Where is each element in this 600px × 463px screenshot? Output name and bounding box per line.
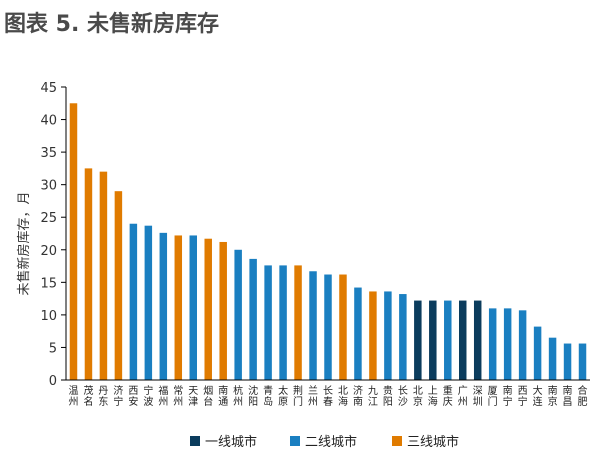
bar-上海 — [429, 300, 437, 380]
bar-烟台 — [204, 238, 212, 380]
bar-丹东 — [99, 171, 108, 380]
x-tick-label: 上海 — [428, 385, 438, 408]
legend-swatch — [392, 436, 402, 446]
x-tick-label: 北京 — [413, 385, 423, 408]
x-tick-label: 丹东 — [98, 385, 108, 408]
x-tick-label: 太原 — [278, 384, 288, 408]
x-tick-label: 九江 — [368, 385, 378, 408]
bar-杭州 — [234, 249, 242, 380]
x-tick-label: 重庆 — [443, 384, 453, 408]
bar-大连 — [533, 326, 542, 380]
bars — [69, 103, 587, 381]
x-tick-label: 济南 — [353, 384, 363, 408]
x-tick-label: 广州 — [458, 385, 468, 408]
y-tick-label: 10 — [40, 309, 57, 324]
x-tick-label: 烟台 — [203, 384, 213, 408]
x-tick-label: 长沙 — [398, 385, 408, 408]
bar-沈阳 — [249, 258, 257, 380]
bar-济宁 — [114, 191, 123, 380]
bar-南通 — [219, 241, 227, 380]
bar-宁波 — [144, 225, 153, 380]
x-tick-label: 南昌 — [563, 384, 573, 408]
bar-茂名 — [84, 168, 93, 380]
legend-swatch — [290, 436, 300, 446]
bar-北海 — [339, 274, 347, 380]
x-tick-label: 宁波 — [143, 384, 153, 408]
bar-九江 — [369, 291, 377, 380]
x-tick-label: 南宁 — [503, 384, 513, 408]
legend-swatch — [190, 436, 200, 446]
x-tick-label: 茂名 — [83, 384, 93, 408]
bar-济南 — [354, 287, 362, 380]
x-tick-label: 常州 — [173, 384, 183, 408]
bar-厦门 — [488, 308, 497, 380]
bar-常州 — [174, 235, 183, 380]
bar-天津 — [189, 235, 197, 380]
x-tick-label: 深圳 — [473, 385, 483, 408]
legend-label: 二线城市 — [305, 434, 357, 450]
x-tick-label: 合肥 — [578, 384, 588, 408]
y-tick-label: 30 — [40, 179, 57, 194]
x-tick-label: 杭州 — [233, 384, 243, 408]
bar-广州 — [459, 300, 467, 380]
x-tick-label: 北海 — [338, 385, 348, 408]
x-tick-label: 贵阳 — [383, 384, 393, 408]
y-axis-title: 未售新房库存，月 — [16, 191, 32, 295]
legend-label: 三线城市 — [407, 434, 459, 450]
x-tick-label: 南通 — [218, 384, 228, 408]
x-tick-label: 沈阳 — [248, 384, 258, 408]
bar-重庆 — [444, 300, 452, 380]
x-tick-label: 厦门 — [488, 385, 498, 408]
y-axis: 0 5 10 15 20 25 30 35 40 45 — [40, 81, 66, 389]
bar-南昌 — [563, 343, 572, 380]
x-tick-label: 济宁 — [113, 384, 123, 408]
chart-title: 图表 5. 未售新房库存 — [4, 12, 219, 37]
bar-荆门 — [294, 265, 302, 380]
y-tick-label: 5 — [49, 341, 57, 356]
bar-南宁 — [503, 308, 512, 380]
x-tick-label: 福州 — [158, 384, 168, 408]
bar-北京 — [414, 300, 422, 380]
x-tick-label: 荆门 — [293, 384, 303, 408]
x-tick-label: 长春 — [323, 385, 333, 408]
bar-太原 — [279, 265, 287, 380]
bar-温州 — [69, 103, 78, 381]
x-tick-label: 大连 — [533, 384, 543, 408]
y-tick-label: 45 — [40, 81, 57, 96]
x-tick-label: 南京 — [548, 384, 558, 408]
y-tick-label: 15 — [40, 276, 57, 291]
y-tick-label: 20 — [40, 244, 57, 259]
bar-福州 — [159, 232, 168, 380]
y-tick-label: 40 — [40, 114, 57, 129]
x-tick-label: 温州 — [68, 385, 78, 408]
bar-长春 — [324, 274, 332, 380]
x-tick-label: 青岛 — [263, 384, 273, 408]
bar-西宁 — [518, 310, 527, 380]
bar-贵阳 — [384, 291, 392, 380]
bar-西安 — [129, 223, 138, 380]
bar-合肥 — [578, 343, 587, 380]
x-tick-label: 兰州 — [308, 384, 318, 408]
bar-青岛 — [264, 265, 272, 380]
bar-深圳 — [473, 300, 482, 380]
bar-长沙 — [399, 294, 407, 380]
x-tick-label: 天津 — [188, 386, 198, 408]
x-tick-label: 西宁 — [518, 386, 528, 408]
legend: 一线城市 二线城市 三线城市 — [190, 434, 459, 450]
x-axis: 温州茂名丹东济宁西安宁波福州常州天津烟台南通杭州沈阳青岛太原荆门兰州长春北海济南… — [68, 384, 587, 408]
y-tick-label: 0 — [49, 374, 57, 389]
y-tick-label: 25 — [40, 211, 57, 226]
legend-label: 一线城市 — [205, 434, 257, 450]
x-tick-label: 西安 — [128, 386, 138, 408]
bar-兰州 — [309, 271, 317, 380]
y-tick-label: 35 — [40, 146, 57, 161]
bar-南京 — [548, 337, 557, 380]
